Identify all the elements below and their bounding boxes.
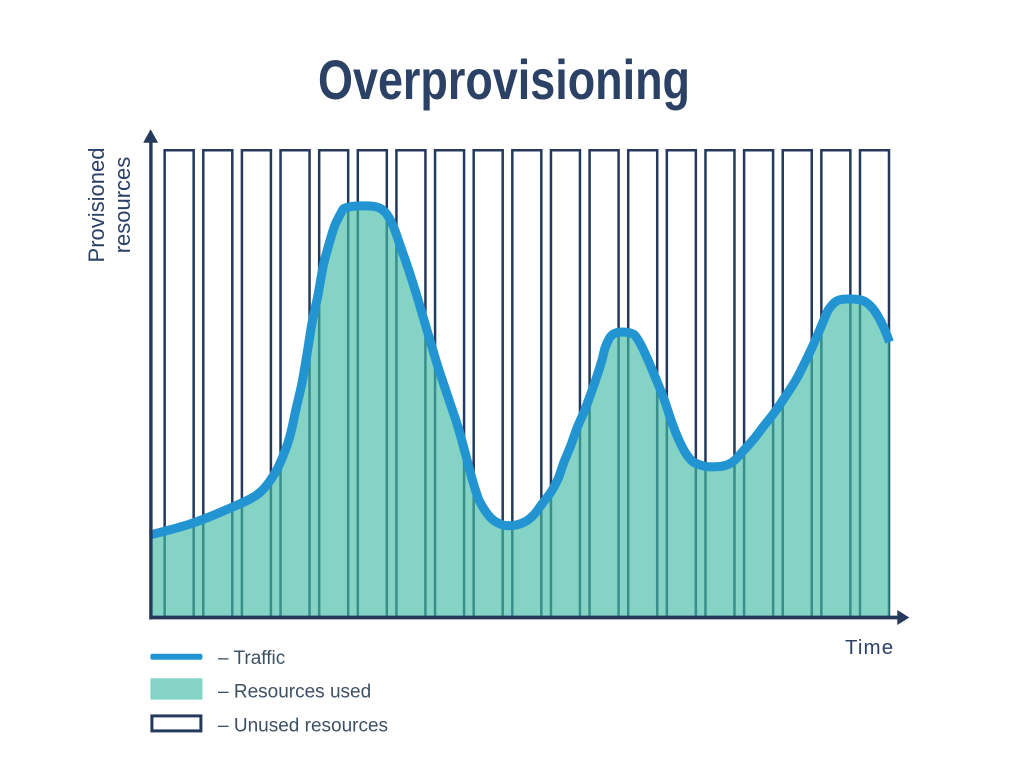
svg-text:Overprovisioning: Overprovisioning xyxy=(318,48,690,111)
svg-text:resources: resources xyxy=(110,157,135,254)
svg-text:Time: Time xyxy=(845,636,894,659)
svg-text:– Resources used: – Resources used xyxy=(218,682,371,703)
svg-text:– Traffic: – Traffic xyxy=(218,648,285,669)
svg-text:Provisioned: Provisioned xyxy=(84,148,109,263)
svg-text:– Unused resources: – Unused resources xyxy=(218,716,388,737)
